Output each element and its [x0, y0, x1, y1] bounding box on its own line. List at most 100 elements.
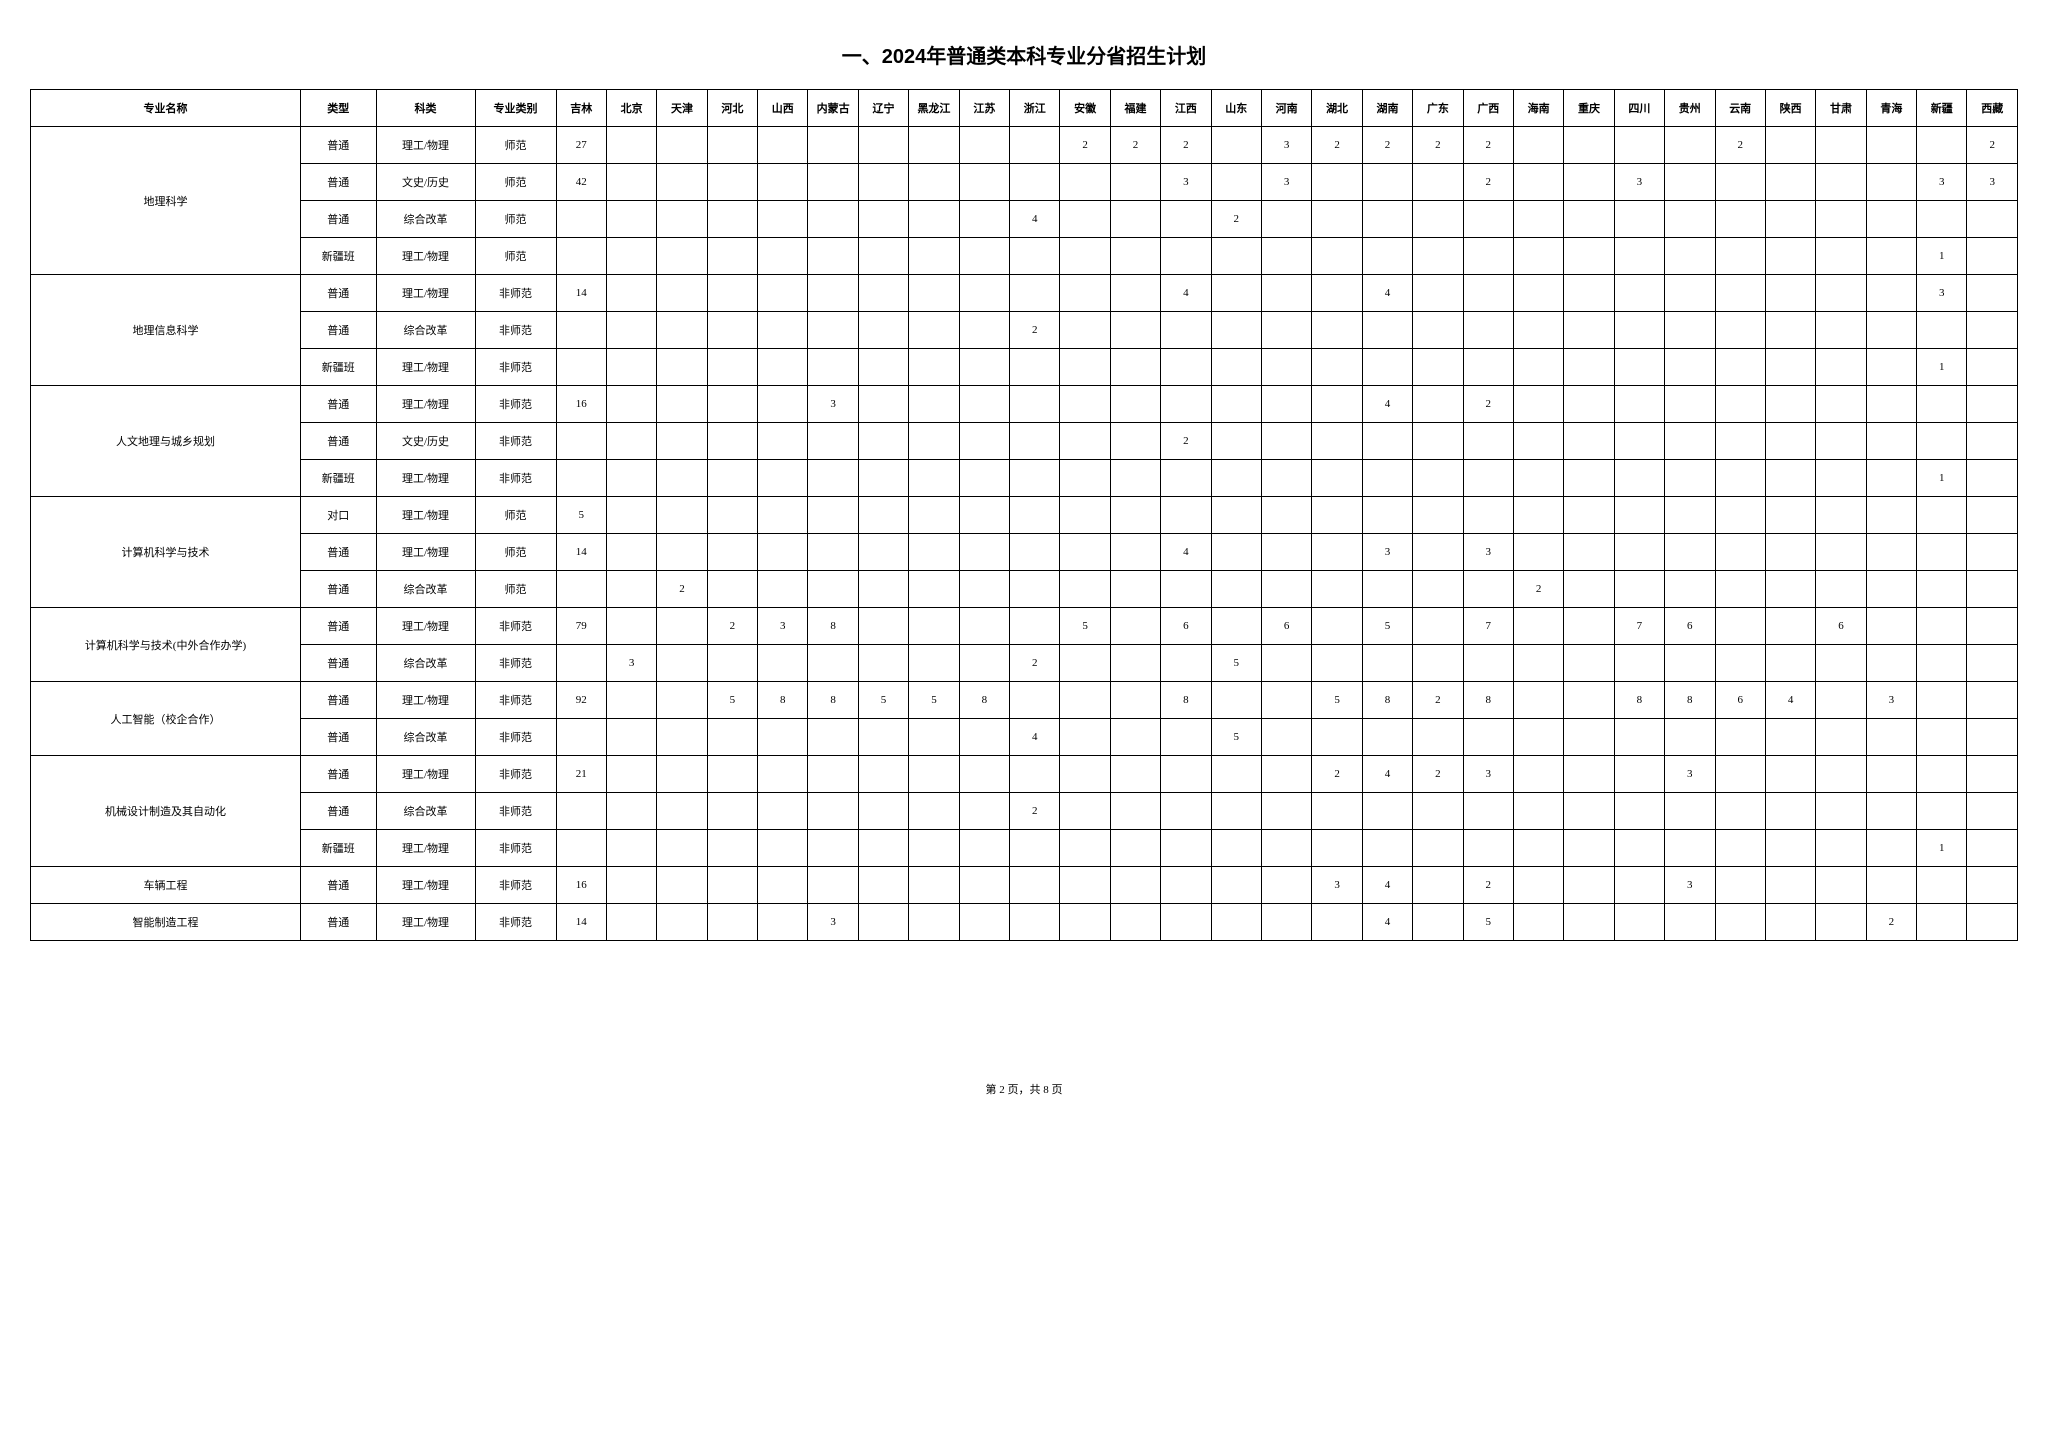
- value-cell: [1917, 904, 1967, 941]
- value-cell: [1513, 719, 1563, 756]
- value-cell: [1665, 497, 1715, 534]
- value-cell: [858, 534, 908, 571]
- value-cell: [1312, 571, 1362, 608]
- value-cell: [1110, 608, 1160, 645]
- value-cell: [758, 830, 808, 867]
- value-cell: [959, 238, 1009, 275]
- value-cell: [909, 904, 959, 941]
- table-header-cell: 甘肃: [1816, 90, 1866, 127]
- table-header-cell: 青海: [1866, 90, 1916, 127]
- value-cell: [1211, 312, 1261, 349]
- subject-cell: 理工/物理: [376, 534, 475, 571]
- table-header-row: 专业名称类型科类专业类别吉林北京天津河北山西内蒙古辽宁黑龙江江苏浙江安徽福建江西…: [31, 90, 2018, 127]
- subject-cell: 综合改革: [376, 645, 475, 682]
- subject-cell: 综合改革: [376, 312, 475, 349]
- value-cell: [1816, 460, 1866, 497]
- value-cell: [1362, 830, 1412, 867]
- table-row: 普通理工/物理师范14433: [31, 534, 2018, 571]
- value-cell: [606, 386, 656, 423]
- value-cell: [1463, 460, 1513, 497]
- value-cell: [1211, 756, 1261, 793]
- type-cell: 普通: [300, 793, 376, 830]
- category-cell: 师范: [475, 497, 556, 534]
- value-cell: [707, 830, 757, 867]
- value-cell: [1211, 534, 1261, 571]
- subject-cell: 理工/物理: [376, 867, 475, 904]
- value-cell: [707, 238, 757, 275]
- type-cell: 普通: [300, 164, 376, 201]
- value-cell: [1211, 497, 1261, 534]
- table-header-cell: 贵州: [1665, 90, 1715, 127]
- value-cell: [858, 608, 908, 645]
- value-cell: [707, 756, 757, 793]
- value-cell: 14: [556, 904, 606, 941]
- value-cell: 3: [1665, 867, 1715, 904]
- value-cell: [1715, 793, 1765, 830]
- value-cell: 1: [1917, 349, 1967, 386]
- value-cell: [1917, 608, 1967, 645]
- value-cell: [909, 386, 959, 423]
- major-name-cell: 人工智能（校企合作）: [31, 682, 301, 756]
- value-cell: [707, 127, 757, 164]
- value-cell: [1463, 238, 1513, 275]
- type-cell: 普通: [300, 682, 376, 719]
- value-cell: [1564, 534, 1614, 571]
- value-cell: [1816, 793, 1866, 830]
- value-cell: [808, 275, 858, 312]
- value-cell: 4: [1010, 201, 1060, 238]
- value-cell: 5: [858, 682, 908, 719]
- value-cell: 2: [1010, 645, 1060, 682]
- value-cell: [1967, 793, 2018, 830]
- value-cell: [1614, 571, 1664, 608]
- value-cell: [1816, 238, 1866, 275]
- value-cell: [1161, 645, 1211, 682]
- value-cell: [1866, 793, 1916, 830]
- value-cell: [1261, 830, 1311, 867]
- value-cell: [808, 497, 858, 534]
- type-cell: 普通: [300, 275, 376, 312]
- value-cell: [1665, 719, 1715, 756]
- value-cell: [556, 645, 606, 682]
- table-row: 普通文史/历史非师范2: [31, 423, 2018, 460]
- value-cell: [909, 793, 959, 830]
- value-cell: 2: [1463, 164, 1513, 201]
- value-cell: [758, 201, 808, 238]
- table-row: 机械设计制造及其自动化普通理工/物理非师范2124233: [31, 756, 2018, 793]
- table-header-cell: 陕西: [1765, 90, 1815, 127]
- major-name-cell: 地理科学: [31, 127, 301, 275]
- value-cell: [1110, 497, 1160, 534]
- value-cell: 21: [556, 756, 606, 793]
- value-cell: 2: [1010, 793, 1060, 830]
- table-header-cell: 山东: [1211, 90, 1261, 127]
- value-cell: [909, 349, 959, 386]
- table-header-cell: 专业类别: [475, 90, 556, 127]
- value-cell: [1917, 497, 1967, 534]
- value-cell: 4: [1161, 534, 1211, 571]
- type-cell: 普通: [300, 571, 376, 608]
- value-cell: [808, 238, 858, 275]
- type-cell: 新疆班: [300, 460, 376, 497]
- value-cell: [1866, 645, 1916, 682]
- table-header-cell: 北京: [606, 90, 656, 127]
- value-cell: [606, 830, 656, 867]
- value-cell: [1463, 423, 1513, 460]
- value-cell: [1665, 904, 1715, 941]
- table-row: 新疆班理工/物理非师范1: [31, 349, 2018, 386]
- value-cell: [1665, 164, 1715, 201]
- value-cell: [1413, 793, 1463, 830]
- value-cell: 2: [1161, 423, 1211, 460]
- value-cell: 79: [556, 608, 606, 645]
- value-cell: [606, 756, 656, 793]
- table-header-cell: 河南: [1261, 90, 1311, 127]
- value-cell: [1564, 719, 1614, 756]
- table-header-cell: 广西: [1463, 90, 1513, 127]
- value-cell: [909, 164, 959, 201]
- value-cell: [657, 460, 707, 497]
- value-cell: [1866, 460, 1916, 497]
- value-cell: 2: [1161, 127, 1211, 164]
- value-cell: [1010, 904, 1060, 941]
- value-cell: [1765, 867, 1815, 904]
- value-cell: [657, 497, 707, 534]
- value-cell: [556, 201, 606, 238]
- value-cell: [1513, 830, 1563, 867]
